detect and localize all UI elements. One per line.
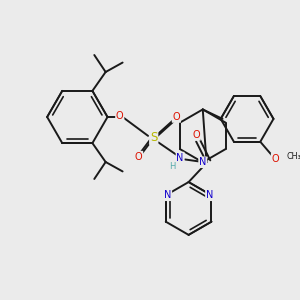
Text: O: O [192,130,200,140]
Text: O: O [172,112,180,122]
Text: CH₃: CH₃ [287,152,300,161]
Text: N: N [199,157,206,167]
Text: N: N [164,190,171,200]
Text: O: O [135,152,142,162]
Text: O: O [116,111,124,121]
Text: N: N [206,190,213,200]
Text: N: N [176,152,184,163]
Text: O: O [272,154,279,164]
Text: H: H [169,161,176,170]
Text: S: S [150,131,158,144]
